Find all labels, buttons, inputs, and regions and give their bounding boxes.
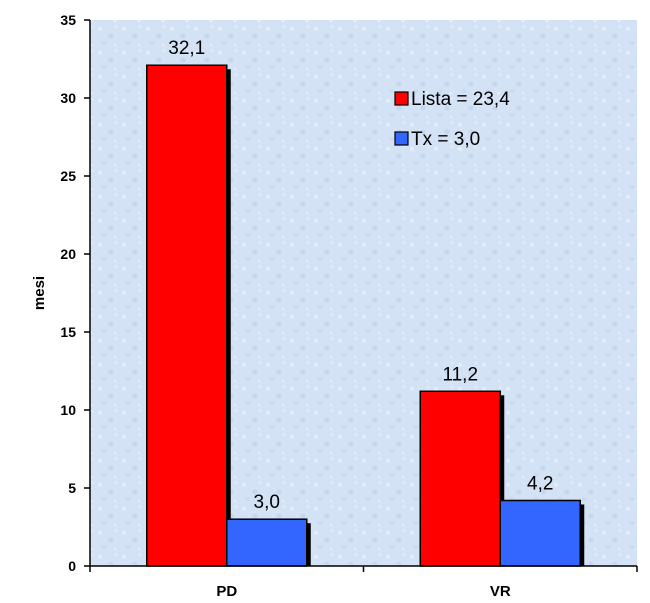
bars-layer (146, 64, 585, 567)
data-label: 11,2 (442, 364, 478, 385)
category-label: PD (216, 583, 237, 600)
legend-swatch (394, 131, 409, 146)
bar (499, 499, 581, 567)
data-label: 4,2 (527, 473, 553, 494)
data-label: 3,0 (254, 492, 280, 513)
y-tick-label: 10 (60, 402, 76, 418)
y-tick-label: 30 (60, 90, 76, 106)
y-tick-label: 35 (60, 12, 76, 28)
y-tick-label: 5 (68, 480, 76, 496)
legend-label: Lista = 23,4 (411, 89, 510, 110)
labels-layer: 32,1 3,0 PD 11,2 4,2 VR 0 5 10 15 20 25 30 35 (60, 12, 553, 600)
category-label: VR (490, 583, 511, 600)
legend-swatch (394, 91, 409, 106)
y-tick-label: 15 (60, 324, 76, 340)
bar (226, 518, 308, 567)
bar (419, 390, 501, 567)
legend-label: Tx = 3,0 (411, 129, 480, 150)
axes-layer (84, 19, 638, 572)
y-tick-label: 20 (60, 246, 76, 262)
y-axis-title: mesi (31, 276, 48, 310)
bar (146, 64, 228, 567)
legend: Lista = 23,4 Tx = 3,0 (394, 89, 510, 150)
y-tick-label: 25 (60, 168, 76, 184)
data-label: 32,1 (168, 38, 205, 59)
y-tick-label: 0 (68, 558, 76, 574)
